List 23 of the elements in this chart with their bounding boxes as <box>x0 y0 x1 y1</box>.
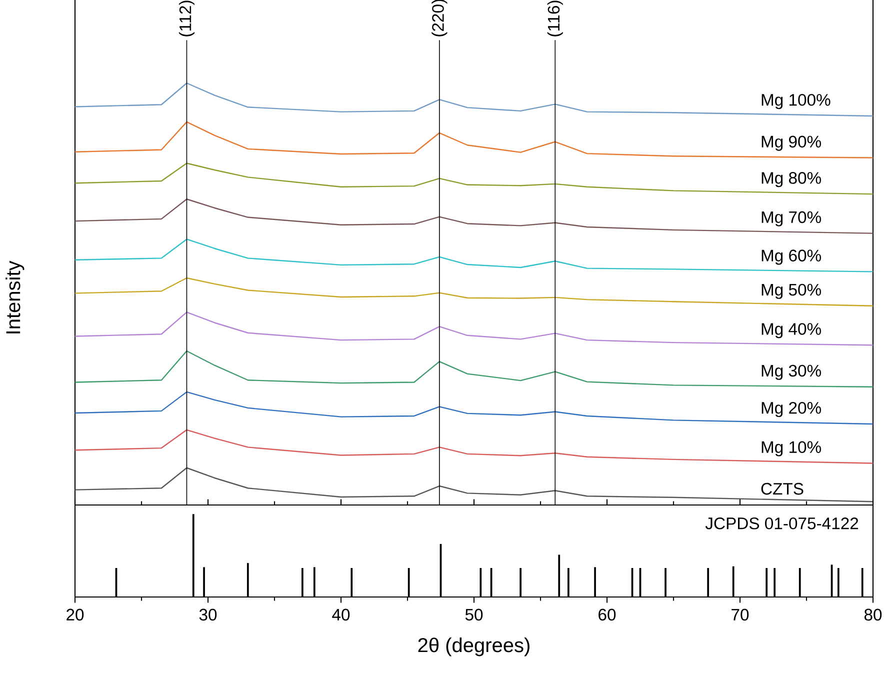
series-label: Mg 30% <box>762 364 822 380</box>
series-label: Mg 20% <box>762 402 822 418</box>
series-label: Mg 40% <box>762 323 822 338</box>
x-tick-label: 20 <box>66 608 84 621</box>
y-axis-title: Intensity <box>6 260 24 334</box>
series-label: Mg 80% <box>762 172 822 188</box>
x-tick-label: 70 <box>732 608 749 621</box>
series-label: Mg 50% <box>762 284 822 299</box>
text: (116) <box>547 0 563 36</box>
annotation: JCPDS 01-075-4122 <box>705 518 858 530</box>
text: (112) <box>178 0 194 36</box>
x-tick-label: 50 <box>465 608 483 621</box>
series-label: Mg 10% <box>762 441 822 456</box>
series-label: Mg 70% <box>762 211 822 226</box>
series-label: Mg 60% <box>762 250 822 265</box>
series-label: Mg 90% <box>762 136 822 151</box>
series-label: CZTS <box>761 482 804 495</box>
x-tick-label: 80 <box>864 608 882 621</box>
series-label: Mg 100% <box>762 94 830 110</box>
x-tick-label: 30 <box>199 608 217 621</box>
x-axis-title: 2θ (degrees) <box>418 638 530 656</box>
x-tick-label: 60 <box>598 608 616 621</box>
x-tick-label: 40 <box>332 608 350 621</box>
